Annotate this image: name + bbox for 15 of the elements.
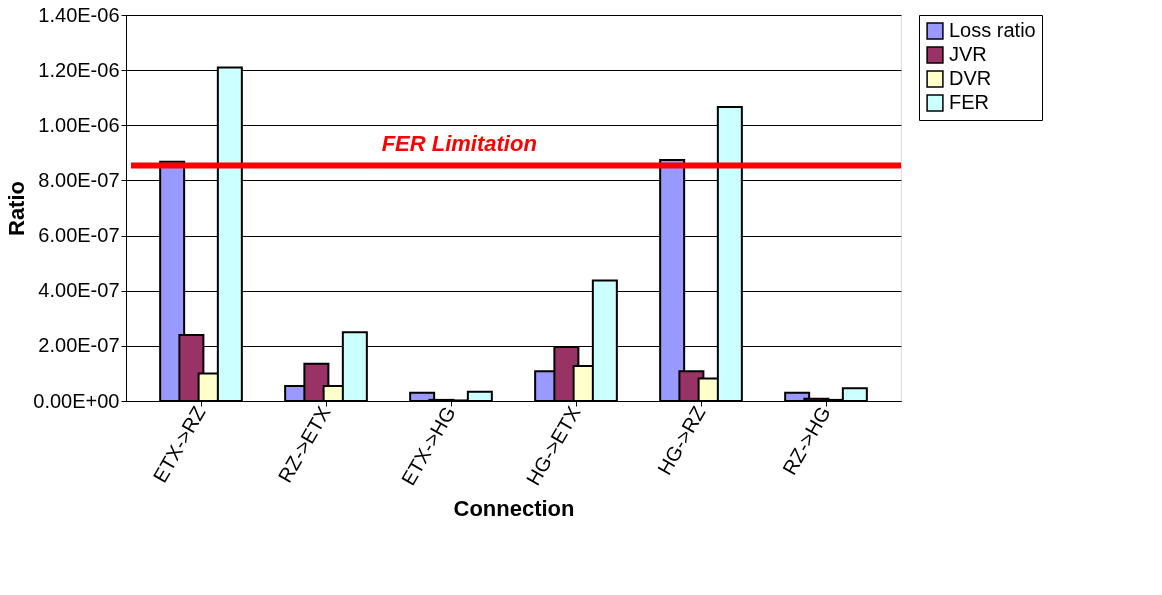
y-tick-label: 2.00E-07 <box>38 334 120 357</box>
y-tick-label: 6.00E-07 <box>38 224 120 247</box>
y-tick-label: 1.40E-06 <box>38 3 120 26</box>
legend-label: DVR <box>949 67 992 89</box>
y-tick-label: 1.20E-06 <box>38 58 120 81</box>
legend-label: FER <box>949 91 989 113</box>
legend-label: JVR <box>949 43 987 65</box>
y-tick-label: 0.00E+00 <box>33 389 120 412</box>
legend-label: Loss ratio <box>949 19 1036 41</box>
y-tick-label: 1.00E-06 <box>38 113 120 136</box>
x-axis-title: Connection <box>453 496 575 522</box>
y-axis-title: Ratio <box>4 181 30 236</box>
y-tick-label: 4.00E-07 <box>38 279 120 302</box>
y-tick-label: 8.00E-07 <box>38 168 120 191</box>
ref-line-label: FER Limitation <box>381 130 537 156</box>
